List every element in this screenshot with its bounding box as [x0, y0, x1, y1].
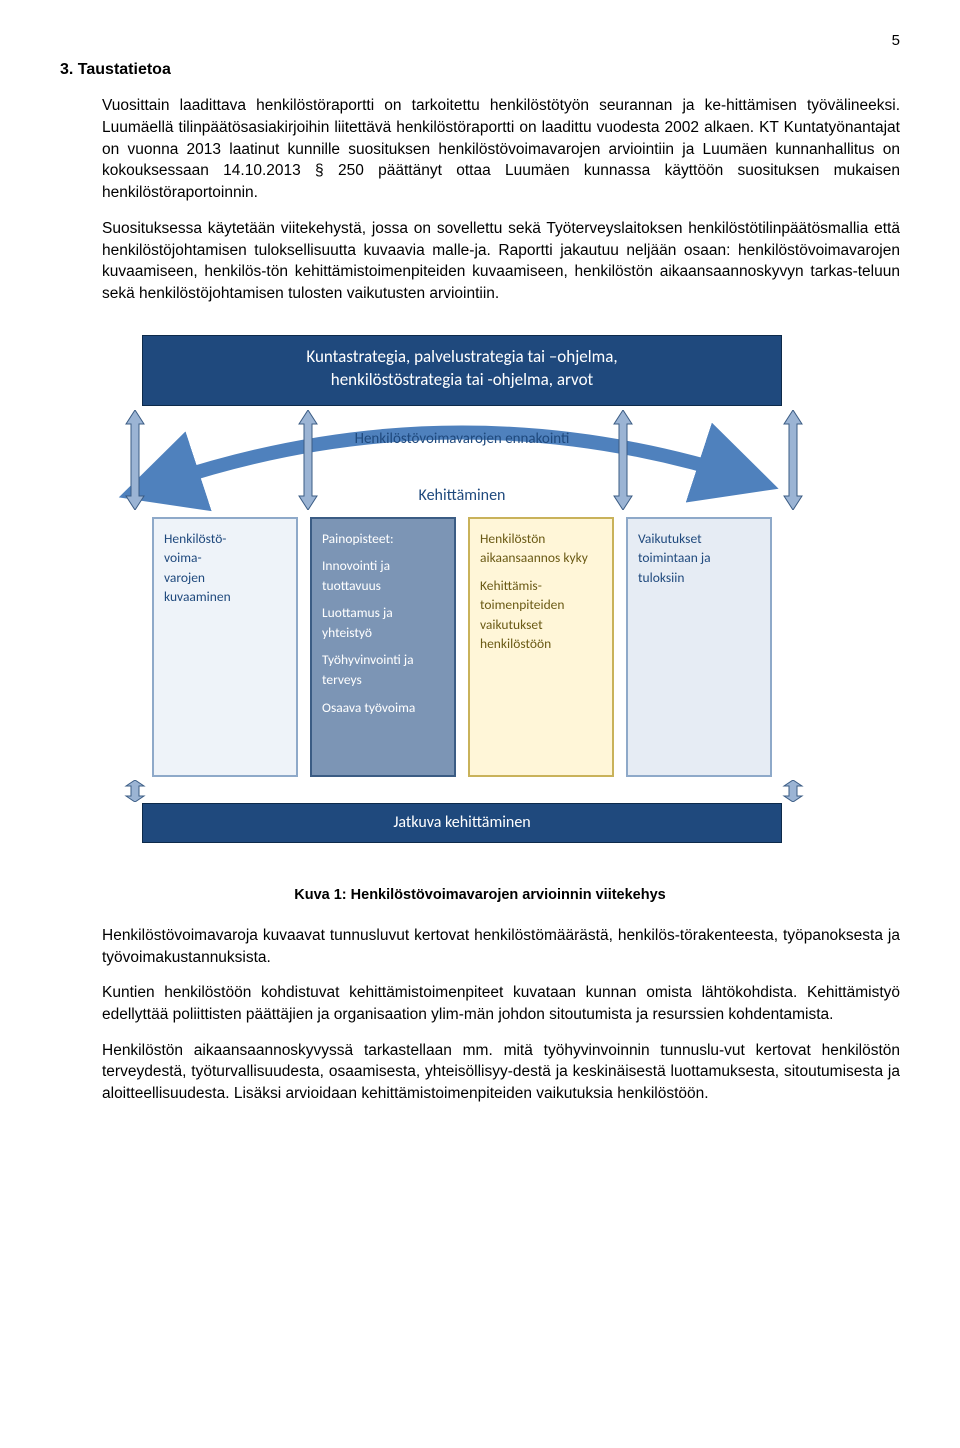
arc-label: Henkilöstövoimavarojen ennakointi	[102, 429, 822, 450]
double-arrow-far-right	[782, 410, 804, 510]
framework-diagram: Kuntastrategia, palvelustrategia tai –oh…	[102, 335, 822, 865]
box3-l0: Henkilöstön aikaansaannos kyky	[480, 529, 602, 568]
box1-l1: voima-	[164, 549, 202, 566]
paragraph-3: Henkilöstövoimavaroja kuvaavat tunnusluv…	[102, 925, 900, 968]
paragraph-4: Kuntien henkilöstöön kohdistuvat kehittä…	[102, 982, 900, 1025]
box2-header: Painopisteet:	[322, 529, 444, 549]
top-strip-line2: henkilöstöstrategia tai -ohjelma, arvot	[331, 369, 593, 390]
box4-l0: Vaikutukset toimintaan ja tuloksiin	[638, 529, 760, 588]
double-arrow-lower-left	[124, 780, 146, 802]
diagram-top-strip: Kuntastrategia, palvelustrategia tai –oh…	[142, 335, 782, 407]
box2-i3: Osaava työvoima	[322, 698, 444, 718]
box2-i2: Työhyvinvointi ja terveys	[322, 650, 444, 689]
paragraph-2: Suosituksessa käytetään viitekehystä, jo…	[102, 218, 900, 305]
box2-i1: Luottamus ja yhteistyö	[322, 603, 444, 642]
box3-l1: Kehittämis-toimenpiteiden vaikutukset he…	[480, 576, 602, 654]
box-2: Painopisteet: Innovointi ja tuottavuus L…	[310, 517, 456, 777]
box-1: Henkilöstö- voima- varojen kuvaaminen	[152, 517, 298, 777]
box-3: Henkilöstön aikaansaannos kyky Kehittämi…	[468, 517, 614, 777]
figure-caption: Kuva 1: Henkilöstövoimavarojen arvioinni…	[60, 885, 900, 905]
page-number: 5	[60, 30, 900, 51]
paragraph-1: Vuosittain laadittava henkilöstöraportti…	[102, 95, 900, 203]
double-arrow-far-left	[124, 410, 146, 510]
double-arrow-lower-right	[782, 780, 804, 802]
box-4: Vaikutukset toimintaan ja tuloksiin	[626, 517, 772, 777]
section-heading: 3. Taustatietoa	[60, 59, 900, 81]
box1-l0: Henkilöstö-	[164, 530, 226, 547]
box1-l2: varojen	[164, 569, 205, 586]
double-arrow-between-1-2	[297, 410, 319, 510]
top-strip-line1: Kuntastrategia, palvelustrategia tai –oh…	[306, 346, 617, 367]
box1-l3: kuvaaminen	[164, 588, 231, 605]
mid-label: Kehittäminen	[102, 485, 822, 507]
double-arrow-between-3-4	[612, 410, 634, 510]
boxes-row: Henkilöstö- voima- varojen kuvaaminen Pa…	[152, 517, 772, 777]
paragraph-5: Henkilöstön aikaansaannoskyvyssä tarkast…	[102, 1040, 900, 1105]
diagram-bottom-strip: Jatkuva kehittäminen	[142, 803, 782, 843]
box2-i0: Innovointi ja tuottavuus	[322, 556, 444, 595]
